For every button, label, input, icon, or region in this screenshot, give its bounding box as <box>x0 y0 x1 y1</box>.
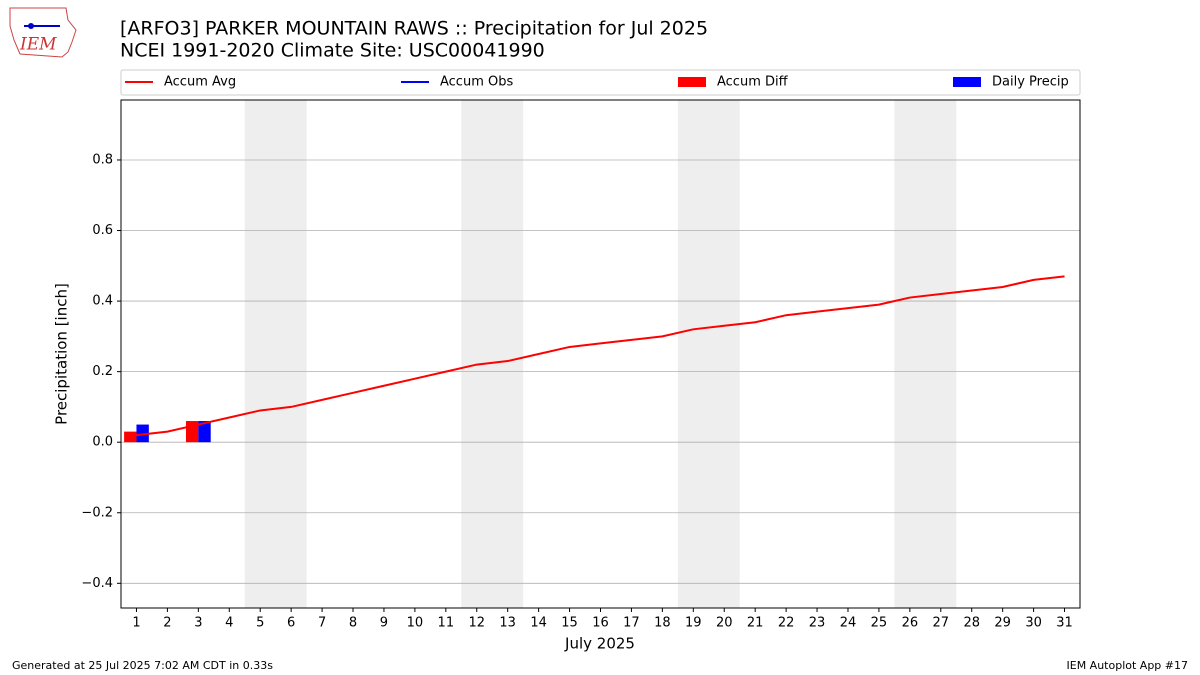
x-tick-label: 22 <box>778 616 795 631</box>
x-tick-label: 30 <box>1025 616 1042 631</box>
legend <box>120 69 1081 96</box>
weekend-band <box>677 100 740 608</box>
x-tick-label: 20 <box>716 616 733 631</box>
x-tick-label: 24 <box>840 616 857 631</box>
x-tick-label: 15 <box>561 616 578 631</box>
chart-title: [ARFO3] PARKER MOUNTAIN RAWS :: Precipit… <box>120 18 708 40</box>
legend-label: Accum Obs <box>440 75 513 90</box>
x-tick-label: 10 <box>407 616 424 631</box>
x-tick-label: 12 <box>468 616 485 631</box>
x-tick-label: 2 <box>163 616 171 631</box>
logo-icon <box>28 23 34 29</box>
x-tick-label: 6 <box>287 616 295 631</box>
legend-label: Accum Diff <box>717 75 789 90</box>
y-tick-label: −0.4 <box>81 576 113 591</box>
logo-outline <box>9 7 77 58</box>
y-tick-label: 0.0 <box>92 435 113 450</box>
y-tick-label: 0.8 <box>92 152 113 167</box>
x-tick-label: 26 <box>902 616 919 631</box>
x-axis-label: July 2025 <box>564 635 635 653</box>
x-tick-label: 5 <box>256 616 264 631</box>
logo: IEM <box>9 7 77 58</box>
legend-label: Accum Avg <box>164 75 236 90</box>
x-tick-label: 28 <box>963 616 980 631</box>
x-tick-label: 13 <box>499 616 516 631</box>
x-tick-label: 17 <box>623 616 640 631</box>
footer: IEM Autoplot App #17 <box>1067 659 1189 672</box>
legend-swatch <box>953 77 981 87</box>
x-tick-label: 27 <box>933 616 950 631</box>
footer: Generated at 25 Jul 2025 7:02 AM CDT in … <box>12 659 273 672</box>
x-tick-label: 19 <box>685 616 702 631</box>
x-tick-label: 9 <box>380 616 388 631</box>
x-tick-label: 8 <box>349 616 357 631</box>
y-tick-label: 0.4 <box>92 294 113 309</box>
y-tick-label: 0.2 <box>92 364 113 379</box>
x-tick-label: 18 <box>654 616 671 631</box>
x-tick-label: 16 <box>592 616 609 631</box>
legend-swatch <box>678 77 706 87</box>
x-tick-label: 14 <box>530 616 547 631</box>
weekend-band <box>894 100 957 608</box>
weekend-band <box>244 100 307 608</box>
x-tick-label: 7 <box>318 616 326 631</box>
weekend-band <box>461 100 524 608</box>
y-axis-label: Precipitation [inch] <box>53 283 71 425</box>
plot-frame <box>120 99 1081 609</box>
legend-label: Daily Precip <box>992 75 1069 90</box>
x-tick-label: 1 <box>132 616 140 631</box>
y-tick-label: 0.6 <box>92 223 113 238</box>
line <box>136 275 1065 437</box>
x-tick-label: 25 <box>871 616 888 631</box>
chart-subtitle: NCEI 1991-2020 Climate Site: USC00041990 <box>120 40 545 62</box>
bar <box>124 431 137 443</box>
x-tick-label: 31 <box>1056 616 1073 631</box>
x-tick-label: 3 <box>194 616 202 631</box>
x-tick-label: 11 <box>438 616 455 631</box>
x-tick-label: 23 <box>809 616 826 631</box>
x-tick-label: 21 <box>747 616 764 631</box>
y-tick-label: −0.2 <box>81 505 113 520</box>
x-tick-label: 4 <box>225 616 233 631</box>
x-tick-label: 29 <box>994 616 1011 631</box>
bar <box>198 421 211 443</box>
logo-text: IEM <box>19 35 57 55</box>
bar <box>136 424 149 443</box>
